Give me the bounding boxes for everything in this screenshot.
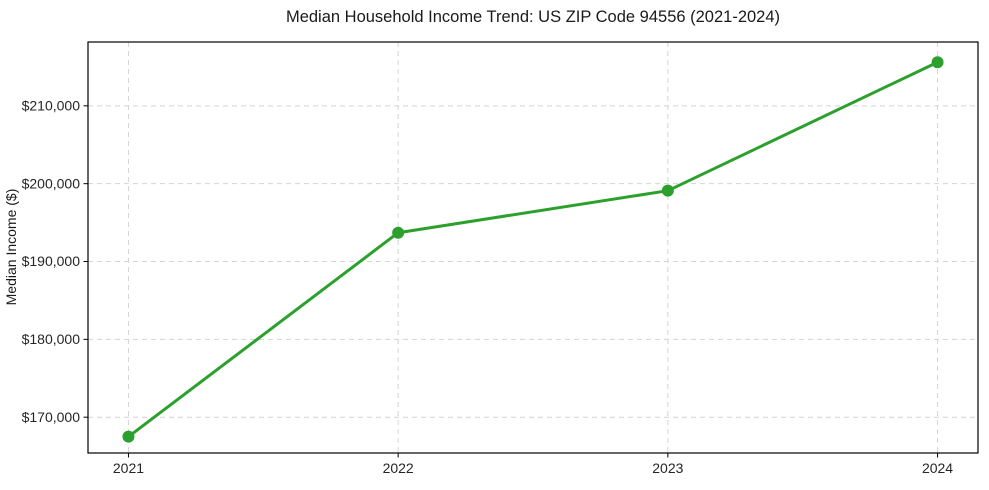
plot-frame-border [87,41,979,454]
plot-frame [87,41,979,454]
y-tick-label: $210,000 [22,98,81,114]
y-tick-label: $180,000 [22,331,81,347]
y-tick-label: $190,000 [22,253,81,269]
data-point-2023 [661,184,674,197]
x-tick-label: 2022 [383,460,414,476]
axis-tick-labels: $170,000 $180,000 $190,000 $200,000 $210,000… [22,98,954,476]
x-tick-label: 2024 [922,460,953,476]
x-tick-label: 2023 [652,460,683,476]
gridlines [88,42,978,453]
axis-tick-marks [83,105,939,458]
x-tick-label: 2021 [113,460,144,476]
income-trend-series [122,56,944,443]
y-tick-label: $170,000 [22,409,81,425]
data-point-2022 [392,226,405,239]
y-axis-label: Median Income ($) [3,188,19,306]
trend-line [126,60,940,439]
chart-title: Median Household Income Trend: US ZIP Co… [285,8,781,26]
data-point-2024 [931,56,944,69]
data-point-2021 [122,430,135,443]
y-tick-label: $200,000 [22,175,81,191]
